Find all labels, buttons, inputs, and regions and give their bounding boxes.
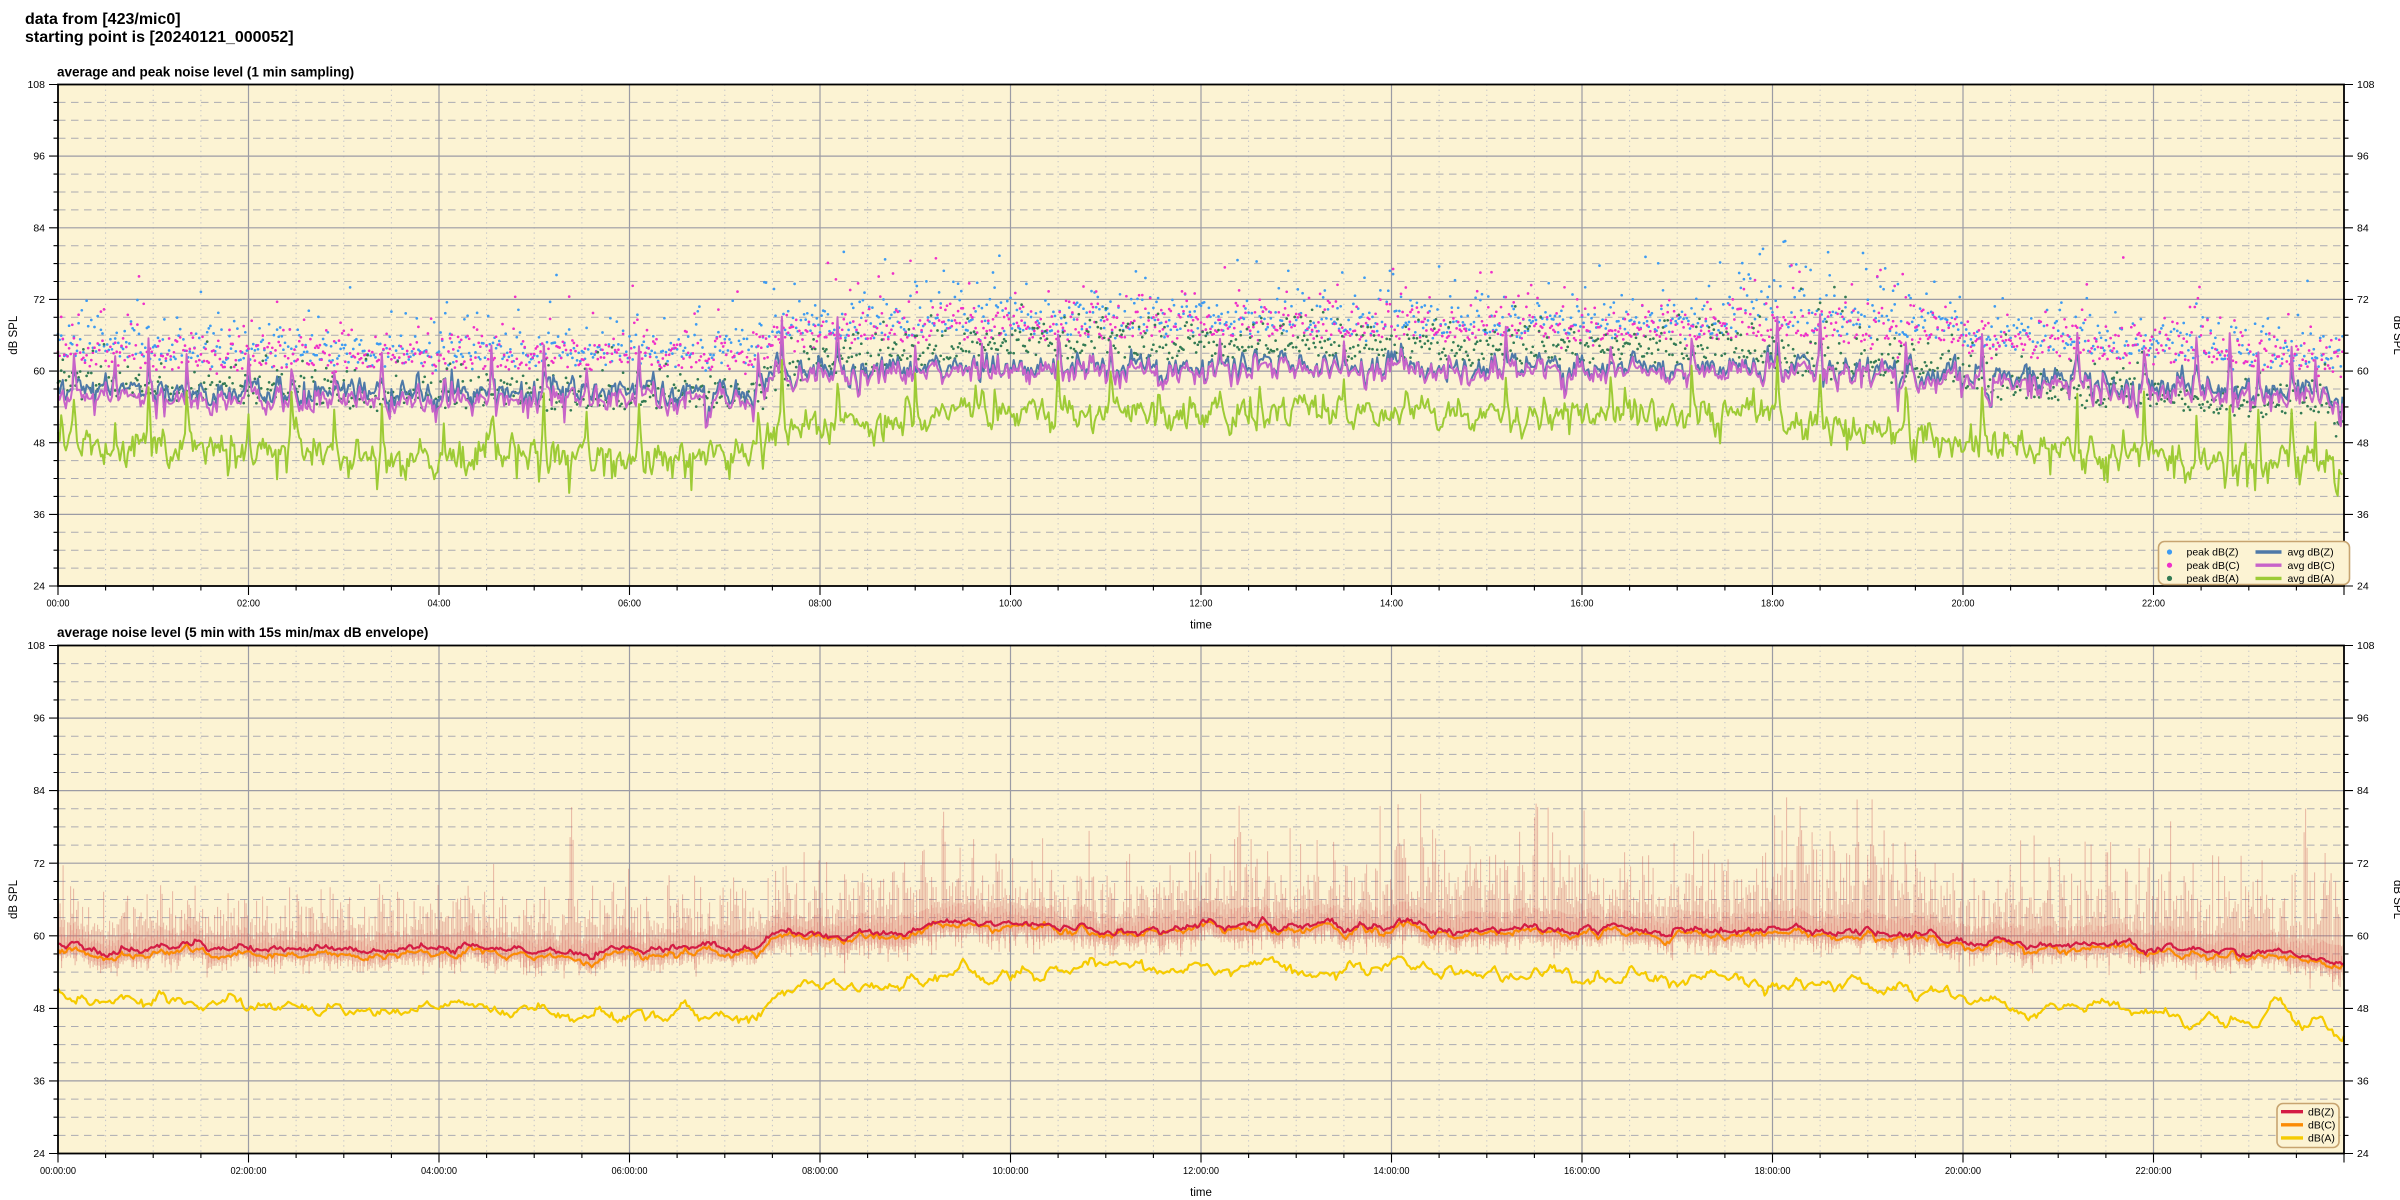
- svg-text:08:00: 08:00: [809, 598, 832, 610]
- svg-text:48: 48: [33, 437, 45, 449]
- svg-text:time: time: [1190, 620, 1212, 632]
- svg-text:60: 60: [33, 366, 45, 378]
- svg-text:dB SPL: dB SPL: [8, 315, 20, 355]
- svg-text:84: 84: [2357, 785, 2369, 797]
- svg-text:starting point is [20240121_00: starting point is [20240121_000052]: [25, 29, 294, 46]
- svg-text:dB SPL: dB SPL: [2391, 316, 2400, 356]
- svg-text:48: 48: [2357, 1003, 2369, 1015]
- svg-text:84: 84: [33, 785, 45, 797]
- svg-text:dB SPL: dB SPL: [8, 879, 20, 919]
- svg-text:04:00:00: 04:00:00: [421, 1165, 457, 1177]
- svg-text:avg dB(A): avg dB(A): [2288, 573, 2335, 585]
- svg-text:72: 72: [33, 294, 45, 306]
- svg-text:avg dB(Z): avg dB(Z): [2288, 547, 2334, 559]
- svg-text:02:00:00: 02:00:00: [231, 1165, 267, 1177]
- svg-text:avg dB(C): avg dB(C): [2288, 560, 2335, 572]
- svg-text:average and peak noise level (: average and peak noise level (1 min samp…: [57, 65, 354, 80]
- svg-text:dB(A): dB(A): [2308, 1133, 2335, 1145]
- svg-text:10:00:00: 10:00:00: [993, 1165, 1029, 1177]
- svg-text:18:00:00: 18:00:00: [1755, 1165, 1791, 1177]
- svg-text:36: 36: [2357, 1076, 2369, 1088]
- svg-text:peak dB(C): peak dB(C): [2187, 560, 2240, 572]
- svg-text:peak dB(A): peak dB(A): [2187, 573, 2240, 585]
- svg-text:84: 84: [2357, 222, 2369, 234]
- svg-text:24: 24: [2357, 581, 2369, 593]
- svg-text:12:00: 12:00: [1190, 598, 1213, 610]
- svg-text:48: 48: [33, 1003, 45, 1015]
- svg-text:20:00: 20:00: [1952, 598, 1975, 610]
- svg-text:108: 108: [2357, 79, 2375, 91]
- svg-text:22:00:00: 22:00:00: [2136, 1165, 2172, 1177]
- svg-text:dB(C): dB(C): [2308, 1119, 2335, 1131]
- svg-text:24: 24: [33, 1148, 45, 1160]
- svg-text:00:00: 00:00: [47, 598, 70, 610]
- svg-text:36: 36: [2357, 509, 2369, 521]
- svg-text:84: 84: [33, 222, 45, 234]
- svg-text:peak dB(Z): peak dB(Z): [2187, 547, 2239, 559]
- svg-text:24: 24: [33, 581, 45, 593]
- svg-text:18:00: 18:00: [1761, 598, 1784, 610]
- svg-text:72: 72: [2357, 294, 2369, 306]
- svg-text:108: 108: [27, 640, 45, 652]
- svg-text:72: 72: [2357, 858, 2369, 870]
- svg-text:60: 60: [33, 930, 45, 942]
- svg-text:24: 24: [2357, 1148, 2369, 1160]
- svg-text:00:00:00: 00:00:00: [40, 1165, 76, 1177]
- svg-text:average noise level (5 min wit: average noise level (5 min with 15s min/…: [57, 625, 428, 640]
- svg-text:02:00: 02:00: [237, 598, 260, 610]
- svg-text:06:00: 06:00: [618, 598, 641, 610]
- svg-text:time: time: [1190, 1187, 1212, 1199]
- svg-text:96: 96: [2357, 713, 2369, 725]
- svg-text:10:00: 10:00: [999, 598, 1022, 610]
- svg-text:96: 96: [33, 151, 45, 163]
- svg-text:dB SPL: dB SPL: [2391, 880, 2400, 920]
- svg-text:08:00:00: 08:00:00: [802, 1165, 838, 1177]
- svg-text:96: 96: [2357, 151, 2369, 163]
- svg-text:dB(Z): dB(Z): [2308, 1106, 2334, 1118]
- svg-text:108: 108: [27, 79, 45, 91]
- svg-text:20:00:00: 20:00:00: [1945, 1165, 1981, 1177]
- svg-text:60: 60: [2357, 930, 2369, 942]
- svg-text:06:00:00: 06:00:00: [612, 1165, 648, 1177]
- svg-text:36: 36: [33, 1076, 45, 1088]
- svg-text:data from [423/mic0]: data from [423/mic0]: [25, 11, 181, 28]
- svg-text:36: 36: [33, 509, 45, 521]
- svg-text:72: 72: [33, 858, 45, 870]
- svg-text:108: 108: [2357, 640, 2375, 652]
- svg-text:96: 96: [33, 713, 45, 725]
- svg-text:16:00:00: 16:00:00: [1564, 1165, 1600, 1177]
- svg-text:22:00: 22:00: [2142, 598, 2165, 610]
- svg-text:16:00: 16:00: [1571, 598, 1594, 610]
- svg-text:04:00: 04:00: [428, 598, 451, 610]
- svg-text:12:00:00: 12:00:00: [1183, 1165, 1219, 1177]
- svg-text:14:00: 14:00: [1380, 598, 1403, 610]
- svg-text:14:00:00: 14:00:00: [1374, 1165, 1410, 1177]
- svg-text:60: 60: [2357, 366, 2369, 378]
- svg-text:48: 48: [2357, 437, 2369, 449]
